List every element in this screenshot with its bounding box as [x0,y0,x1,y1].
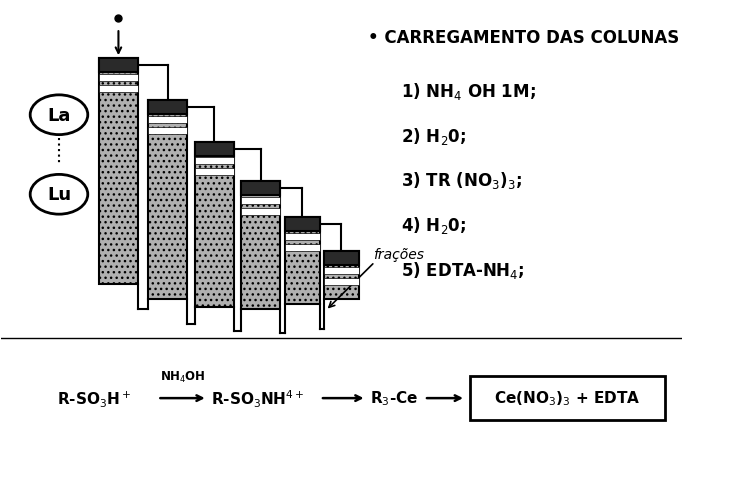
Bar [99,75,138,82]
Text: frações: frações [373,247,424,262]
Bar [241,198,280,205]
Bar [284,234,320,241]
Text: • CARREGAMENTO DAS COLUNAS: • CARREGAMENTO DAS COLUNAS [368,29,679,47]
Text: 1) NH$_4$ OH 1M;: 1) NH$_4$ OH 1M; [401,81,536,102]
Bar [241,182,280,196]
Bar [241,209,280,216]
Text: NH$_4$OH: NH$_4$OH [160,369,205,384]
Text: La: La [48,106,70,124]
Bar [284,244,320,251]
Bar [194,158,234,165]
Bar [99,59,138,73]
Bar [148,101,187,299]
Text: 4) H$_2$0;: 4) H$_2$0; [401,215,466,236]
Text: Ce(NO$_3$)$_3$ + EDTA: Ce(NO$_3$)$_3$ + EDTA [494,389,641,407]
Bar [194,142,234,156]
Bar [324,251,359,299]
Bar [470,376,665,420]
Bar [194,169,234,176]
Bar [324,267,359,274]
Ellipse shape [30,96,88,135]
Bar [148,101,187,115]
Bar [284,218,320,304]
Bar [324,278,359,285]
Bar [148,117,187,123]
Bar [194,142,234,307]
Bar [284,218,320,232]
Text: R$_3$-Ce: R$_3$-Ce [370,389,419,407]
Bar [241,182,280,309]
Text: Lu: Lu [47,186,71,204]
Bar [148,127,187,134]
Bar [324,251,359,265]
Text: 2) H$_2$0;: 2) H$_2$0; [401,125,466,146]
Text: 3) TR (NO$_3$)$_3$;: 3) TR (NO$_3$)$_3$; [401,170,522,191]
Text: R-SO$_3$NH$^{4+}$: R-SO$_3$NH$^{4+}$ [211,387,305,409]
Bar [99,59,138,284]
Bar [99,86,138,93]
Text: 5) EDTA-NH$_4$;: 5) EDTA-NH$_4$; [401,260,524,280]
Text: R-SO$_3$H$^+$: R-SO$_3$H$^+$ [57,388,131,408]
Ellipse shape [30,175,88,215]
